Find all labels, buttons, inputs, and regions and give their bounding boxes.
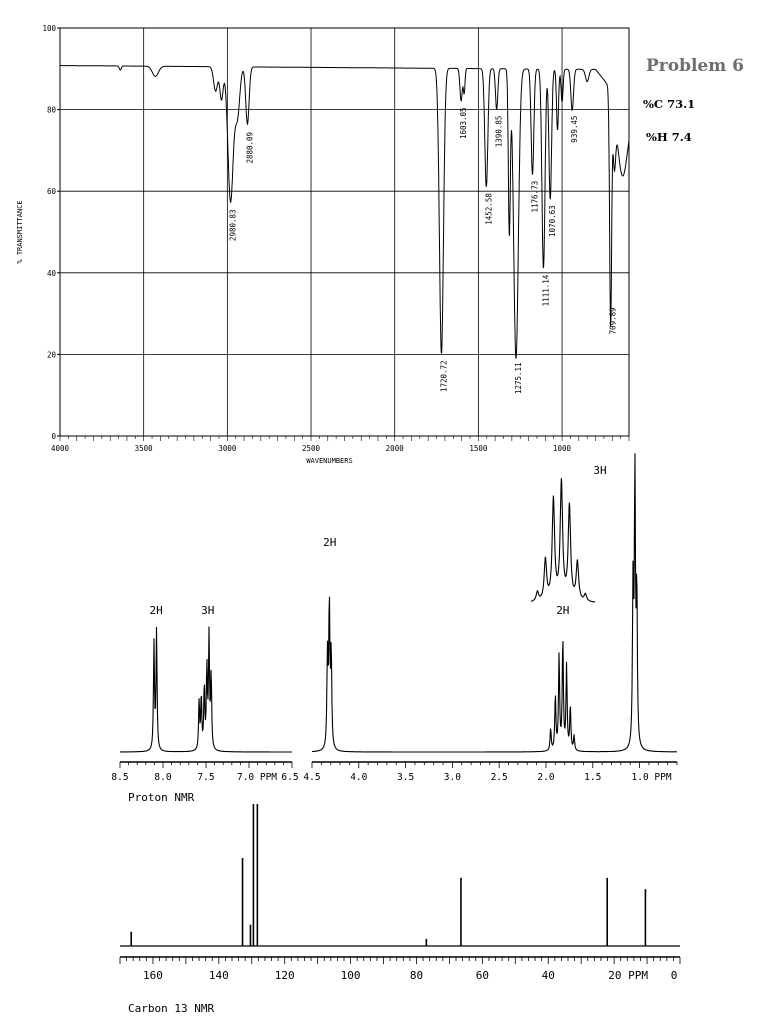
ir-peak-label: 1452.58 xyxy=(484,193,493,225)
carbon-tick-label: 120 xyxy=(275,969,295,982)
proton-tick-label: 4.0 xyxy=(350,772,367,783)
proton-tick-label: 2.5 xyxy=(491,772,508,783)
proton-trace-aromatic xyxy=(120,626,292,753)
ir-y-tick-label: 60 xyxy=(47,187,57,196)
ir-peak-label: 1111.14 xyxy=(541,274,550,306)
ir-x-tick-label: 2500 xyxy=(302,444,321,453)
ir-y-tick-label: 20 xyxy=(47,350,57,359)
proton-tick-label: 1.0 PPM xyxy=(632,772,672,783)
ir-frame xyxy=(59,27,630,437)
ir-peak-label: 1070.63 xyxy=(548,205,557,237)
proton-integration-label: 3H xyxy=(593,464,606,477)
carbon-nmr-label: Carbon 13 NMR xyxy=(128,1002,214,1015)
carbon-tick-label: 140 xyxy=(209,969,229,982)
ir-peak-label: 2880.09 xyxy=(245,132,254,164)
ir-x-tick-label: 2000 xyxy=(386,444,405,453)
proton-tick-label: 3.5 xyxy=(397,772,414,783)
proton-nmr-label: Proton NMR xyxy=(128,791,195,804)
ir-peak-label: 1390.85 xyxy=(495,116,504,148)
ir-peak-label: 709.89 xyxy=(609,307,618,334)
carbon-tick-label: 20 PPM xyxy=(608,969,648,982)
ir-peak-label: 1275.11 xyxy=(514,362,523,394)
proton-tick-label: 8.5 xyxy=(111,772,128,783)
ir-y-tick-label: 0 xyxy=(51,432,56,441)
ir-x-tick-label: 3000 xyxy=(218,444,237,453)
ir-x-tick-label: 4000 xyxy=(51,444,70,453)
proton-integration-label: 2H xyxy=(323,536,336,549)
ir-y-axis-label: % TRANSMITTANCE xyxy=(16,200,24,263)
ir-peak-label: 2980.83 xyxy=(229,209,238,241)
proton-tick-label: 6.5 xyxy=(281,772,298,783)
ir-peak-label: 1720.72 xyxy=(439,360,448,392)
proton-integration-label: 3H xyxy=(201,604,214,617)
ir-peak-label: 1176.73 xyxy=(530,181,539,213)
carbon-tick-label: 0 xyxy=(671,969,678,982)
ir-x-tick-label: 1000 xyxy=(553,444,572,453)
proton-trace-aliphatic xyxy=(312,453,677,753)
proton-tick-label: 7.0 PPM xyxy=(237,772,277,783)
carbon-tick-label: 60 xyxy=(476,969,489,982)
ir-y-tick-label: 100 xyxy=(42,24,56,33)
proton-tick-label: 7.5 xyxy=(197,772,214,783)
ir-trace-line xyxy=(60,65,630,360)
carbon-tick-label: 80 xyxy=(410,969,423,982)
proton-tick-label: 8.0 xyxy=(154,772,171,783)
ir-x-axis-label: WAVENUMBERS xyxy=(306,457,352,465)
problem-title: Problem 6 xyxy=(646,56,744,76)
hydrogen-percent: %H 7.4 xyxy=(646,130,692,144)
ir-peak-label: 939.45 xyxy=(570,116,579,143)
ir-y-tick-label: 40 xyxy=(47,269,57,278)
proton-tick-label: 3.0 xyxy=(444,772,461,783)
carbon-percent: %C 73.1 xyxy=(643,97,696,111)
proton-integration-label: 2H xyxy=(149,604,162,617)
proton-inset-trace xyxy=(530,478,595,603)
proton-tick-label: 1.5 xyxy=(584,772,601,783)
ir-peak-label: 1603.05 xyxy=(459,107,468,139)
ir-x-tick-label: 3500 xyxy=(135,444,154,453)
carbon-tick-label: 100 xyxy=(341,969,361,982)
carbon-tick-label: 40 xyxy=(542,969,555,982)
proton-tick-label: 2.0 xyxy=(537,772,554,783)
proton-tick-label: 4.5 xyxy=(303,772,320,783)
ir-y-tick-label: 80 xyxy=(47,106,57,115)
ir-x-tick-label: 1500 xyxy=(469,444,488,453)
proton-integration-label: 2H xyxy=(556,604,569,617)
carbon-tick-label: 160 xyxy=(143,969,163,982)
